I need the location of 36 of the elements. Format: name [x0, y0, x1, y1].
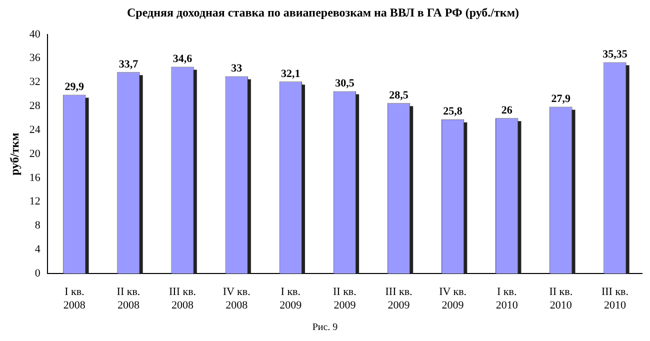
x-tick-label: I кв. 2010 [496, 286, 518, 312]
x-tick-label: II кв. 2008 [116, 286, 140, 312]
y-tick-label: 40 [29, 28, 41, 40]
data-label: 27,9 [551, 93, 572, 106]
y-tick-label: 8 [34, 220, 41, 232]
data-label: 33,7 [118, 58, 139, 70]
data-label: 29,9 [64, 81, 85, 94]
y-tick-label: 12 [29, 196, 40, 208]
y-tick-label: 28 [29, 100, 41, 112]
data-label: 33 [231, 62, 243, 75]
data-label: 35,35 [602, 48, 628, 61]
x-tick-label: IV кв. 2008 [222, 286, 251, 312]
y-tick-label: 0 [34, 267, 41, 280]
x-tick-label: IV кв. 2009 [439, 286, 467, 312]
y-tick-label: 36 [29, 52, 41, 64]
text: Рис. 9 [311, 322, 339, 333]
y-tick-label: 32 [29, 76, 40, 88]
data-label: 30,5 [335, 78, 355, 90]
x-tick-label: II кв. 2010 [549, 286, 573, 312]
x-tick-label: III кв. 2008 [169, 286, 196, 312]
data-label: 25,8 [443, 106, 463, 118]
x-tick-label: I кв. 2008 [63, 286, 86, 312]
y-tick-label: 24 [29, 124, 41, 136]
data-label: 34,6 [172, 53, 193, 66]
chart-title: Средняя доходная ставка по авиаперевозкам на ВВЛ в ГА РФ (руб./ткм) [127, 5, 519, 20]
x-tick-label: I кв. 2009 [280, 286, 302, 312]
x-tick-label: III кв. 2009 [385, 286, 413, 312]
y-axis-title: руб/ткм [7, 132, 22, 176]
x-tick-label: III кв. 2010 [601, 286, 629, 312]
data-label: 28,5 [389, 90, 409, 102]
x-tick-label: II кв. 2009 [333, 286, 357, 312]
y-tick-label: 20 [29, 148, 41, 160]
data-label: 32,1 [281, 68, 300, 80]
data-label: 26 [501, 104, 513, 116]
y-tick-label: 4 [34, 244, 41, 256]
y-tick-label: 16 [29, 172, 41, 184]
